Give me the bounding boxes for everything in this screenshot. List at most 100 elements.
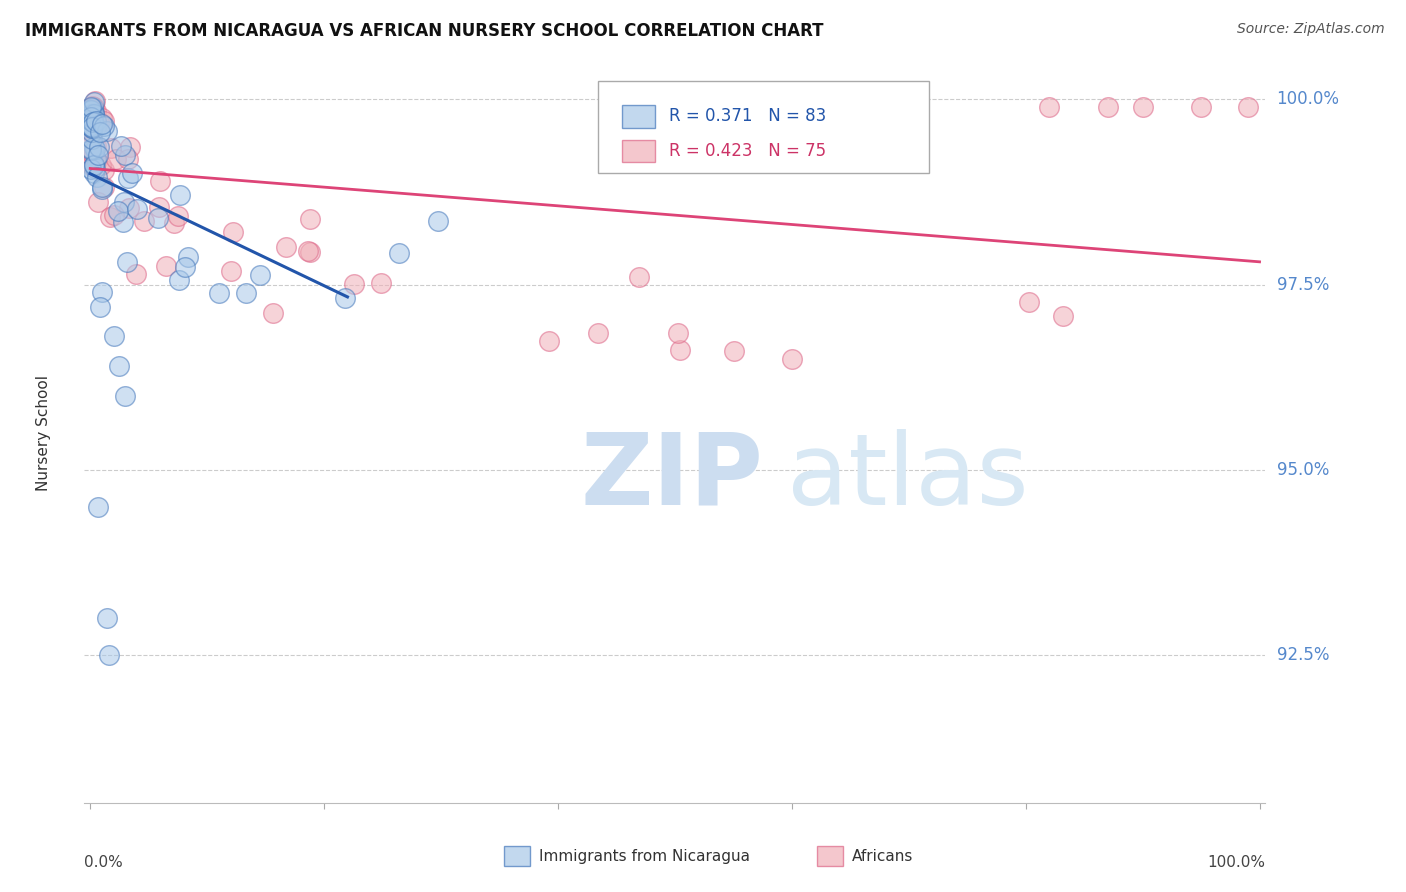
Point: [780, 351, 803, 366]
Text: 97.5%: 97.5%: [1277, 276, 1329, 293]
Point: [80, 113, 103, 128]
Point: [86, 170, 108, 185]
Point: [235, 286, 257, 301]
Point: [174, 260, 197, 274]
FancyBboxPatch shape: [598, 81, 929, 173]
Point: [80, 143, 103, 157]
Point: [83, 106, 105, 120]
Point: [80, 112, 103, 127]
Point: [89, 125, 111, 139]
Point: [82, 107, 104, 121]
Point: [262, 306, 284, 320]
Text: 95.0%: 95.0%: [1277, 460, 1329, 479]
Point: [82, 142, 104, 156]
Point: [370, 277, 392, 291]
Text: Source: ZipAtlas.com: Source: ZipAtlas.com: [1237, 22, 1385, 37]
Point: [163, 216, 186, 230]
Point: [1052, 309, 1074, 323]
Point: [110, 139, 132, 153]
Point: [90, 182, 112, 196]
Point: [80, 137, 103, 152]
Point: [80, 119, 103, 133]
Point: [80, 110, 103, 124]
Point: [115, 254, 138, 268]
Point: [427, 214, 450, 228]
Point: [80, 124, 103, 138]
Point: [221, 264, 243, 278]
Point: [93, 163, 115, 178]
Point: [80, 106, 103, 120]
Point: [148, 200, 170, 214]
Text: 0.0%: 0.0%: [84, 855, 124, 870]
Point: [112, 195, 135, 210]
Point: [82, 109, 104, 123]
Point: [297, 244, 319, 258]
Point: [82, 121, 104, 136]
Point: [86, 113, 108, 128]
Text: 92.5%: 92.5%: [1277, 646, 1329, 664]
Point: [207, 285, 229, 300]
Text: Nursery School: Nursery School: [35, 375, 51, 491]
Point: [146, 211, 169, 225]
Point: [90, 158, 112, 172]
Point: [79, 107, 101, 121]
Point: [83, 100, 105, 114]
Point: [80, 101, 103, 115]
Text: IMMIGRANTS FROM NICARAGUA VS AFRICAN NURSERY SCHOOL CORRELATION CHART: IMMIGRANTS FROM NICARAGUA VS AFRICAN NUR…: [25, 22, 824, 40]
Point: [669, 343, 692, 357]
Point: [80, 118, 103, 132]
Text: R = 0.423   N = 75: R = 0.423 N = 75: [669, 143, 827, 161]
Point: [82, 115, 104, 129]
Point: [83, 166, 105, 180]
Point: [80, 113, 103, 128]
Point: [91, 179, 114, 194]
Point: [117, 170, 139, 185]
Point: [176, 250, 198, 264]
Point: [82, 110, 104, 124]
Point: [114, 388, 136, 402]
Point: [82, 107, 104, 121]
Point: [84, 142, 107, 156]
Point: [538, 334, 561, 348]
Point: [80, 114, 103, 128]
Point: [79, 103, 101, 117]
Point: [83, 140, 105, 154]
Point: [132, 214, 155, 228]
Text: ZIP: ZIP: [581, 428, 763, 525]
Point: [723, 343, 745, 358]
Point: [84, 161, 107, 175]
Point: [628, 270, 651, 285]
Point: [80, 112, 103, 127]
Point: [96, 610, 118, 624]
Point: [1189, 100, 1212, 114]
Text: Africans: Africans: [852, 848, 914, 863]
Point: [107, 203, 129, 218]
Point: [1237, 100, 1260, 114]
Bar: [621, 140, 655, 162]
Point: [100, 141, 122, 155]
Point: [82, 120, 104, 134]
Point: [80, 126, 103, 140]
Point: [91, 117, 114, 131]
Point: [118, 140, 141, 154]
Point: [80, 144, 103, 158]
Point: [79, 121, 101, 136]
Point: [79, 113, 101, 128]
Point: [104, 152, 127, 166]
Point: [87, 500, 110, 514]
Point: [80, 103, 103, 118]
Point: [121, 166, 143, 180]
Point: [80, 103, 103, 118]
Point: [82, 98, 104, 112]
Point: [118, 201, 141, 215]
Point: [83, 95, 105, 109]
Text: atlas: atlas: [787, 428, 1029, 525]
Point: [114, 148, 136, 162]
Point: [112, 215, 135, 229]
Point: [93, 113, 115, 128]
Point: [125, 202, 148, 217]
Point: [586, 326, 609, 341]
Point: [80, 146, 103, 161]
Point: [80, 120, 103, 134]
Point: [87, 194, 110, 209]
